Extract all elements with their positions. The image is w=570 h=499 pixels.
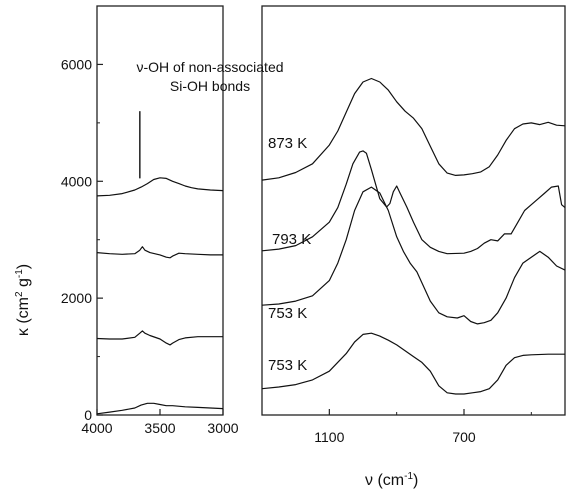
x-tick-label: 3500	[144, 420, 175, 436]
y-tick-label: 4000	[61, 173, 92, 189]
right-spectrum-2	[261, 186, 566, 325]
y-tick-label: 2000	[61, 290, 92, 306]
x-tick-label: 3000	[207, 420, 238, 436]
annotation-line-1: ν-OH of non-associated	[136, 59, 283, 75]
x-axis-title: ν (cm-1)	[365, 471, 418, 489]
x-tick-label: 700	[452, 429, 476, 445]
y-tick-label: 0	[84, 407, 92, 423]
series-label: 873 K	[268, 135, 307, 152]
left-spectrum-3	[96, 402, 224, 415]
y-tick-label: 6000	[61, 56, 92, 72]
spectra: 873 K 793 K 753 K 753 K	[96, 77, 566, 415]
svg-text:κ (cm2 g-1): κ (cm2 g-1)	[14, 264, 32, 336]
right-spectrum-1	[261, 150, 566, 255]
x-tick-label: 4000	[81, 420, 112, 436]
left-spectrum-0	[96, 177, 224, 197]
right-panel-frame	[261, 5, 566, 416]
series-label: 753 K	[268, 357, 307, 374]
series-label: 793 K	[272, 231, 311, 248]
right-spectrum-3	[261, 332, 565, 395]
x-tick-label: 1100	[314, 429, 344, 445]
annotation-line-2: Si-OH bonds	[170, 78, 250, 94]
left-spectrum-2	[96, 330, 223, 346]
series-label: 753 K	[268, 305, 307, 322]
left-spectrum-1	[96, 246, 223, 259]
axes: 0 2000 4000 6000 4000 3500 3000 1100 700	[61, 56, 532, 445]
right-spectrum-0	[261, 77, 566, 181]
y-axis-title: κ (cm2 g-1)	[14, 264, 32, 336]
